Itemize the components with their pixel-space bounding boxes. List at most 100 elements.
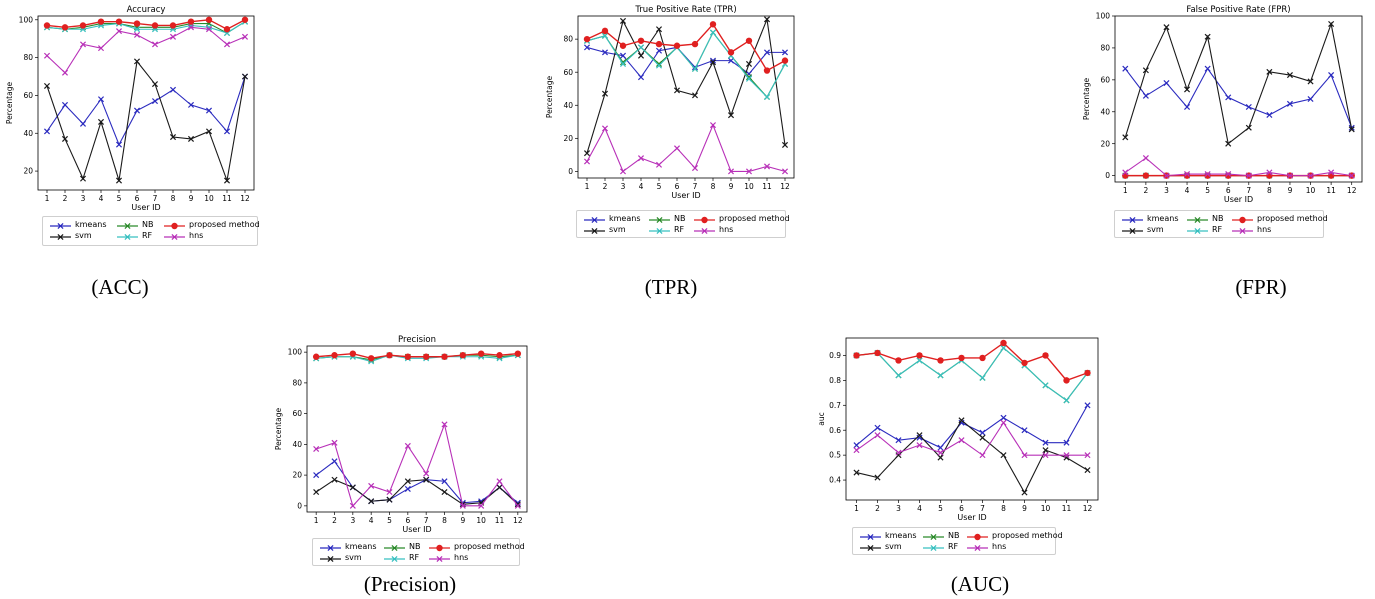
x-tick-label: 7 [424,516,429,525]
legend-label-RF: RF [674,225,685,234]
legend-marker-svm [867,544,874,552]
point-proposed [169,22,177,29]
point-hns [1307,172,1314,179]
point-kmeans [937,444,944,451]
point-hns [874,432,881,439]
legend: kmeans NB proposed method svm RF hns [42,216,260,246]
point-kmeans [637,74,645,81]
series-line-svm [46,60,246,183]
series-line-kmeans [46,76,246,146]
legend-item-proposed: proposed method [693,214,790,225]
legend-swatch-RF [384,555,405,563]
series-hns [313,421,521,509]
legend-marker-NB [124,222,131,230]
legend-item-NB: NB [922,531,982,542]
point-svm [496,484,503,491]
x-tick-label: 6 [1226,186,1231,195]
point-hns [853,447,860,454]
point-proposed [655,40,663,48]
point-kmeans [1307,95,1314,103]
y-axis-label: Percentage [1082,78,1091,121]
point-kmeans [916,434,923,441]
y-tick-label: 100 [19,15,34,24]
point-svm [895,452,902,459]
legend-marker-proposed [974,533,981,541]
point-hns [1122,169,1129,176]
point-kmeans [655,47,663,54]
x-tick-label: 10 [744,182,754,191]
legend-item-svm: svm [319,553,379,564]
legend-label-proposed: proposed method [189,220,260,229]
series-line-RF [856,347,1088,402]
point-proposed [1042,352,1049,359]
x-tick-label: 12 [1347,186,1357,195]
legend-item-NB: NB [648,214,708,225]
point-kmeans [1042,439,1049,446]
y-tick-label: 60 [563,68,573,77]
point-kmeans [727,57,735,64]
point-hns [386,488,393,496]
plot-frame [306,345,528,513]
legend-item-RF: RF [383,553,443,564]
legend-swatch-svm [860,544,881,552]
legend-swatch-svm [50,233,71,241]
point-hns [151,41,159,48]
x-tick-label: 11 [222,194,232,203]
legend-marker-RF [1194,227,1201,235]
point-hns [115,28,123,35]
point-proposed [895,357,902,364]
x-tick-label: 6 [135,194,140,203]
legend-marker-RF [124,233,131,241]
point-hns [169,33,177,40]
point-hns [745,168,753,175]
point-proposed [1000,339,1007,347]
legend-swatch-proposed [967,533,988,541]
point-hns [637,155,645,162]
x-tick-label: 7 [1246,186,1251,195]
point-svm [187,135,195,142]
precision-chart-panel: Precision 1 2 3 4 5 6 7 8 9 10 11 12 0 20 40 60 80 100 User… [270,330,530,570]
legend-marker-proposed [436,544,443,552]
point-kmeans [1142,92,1149,99]
legend-marker-kmeans [57,222,64,230]
point-svm [619,17,627,24]
x-tick-label: 6 [675,182,680,191]
legend-swatch-RF [1187,227,1208,235]
legend-item-hns: hns [163,231,253,242]
x-tick-label: 5 [657,182,662,191]
point-hns [79,41,87,48]
x-axis-label: User ID [671,191,700,200]
x-tick-label: 8 [1001,504,1006,513]
point-hns [1225,170,1232,178]
y-tick-label: 20 [1100,139,1110,148]
legend-item-RF: RF [1186,225,1246,236]
point-svm [727,112,735,119]
point-svm [691,92,699,99]
point-kmeans [763,49,771,56]
point-hns [916,442,923,449]
x-tick-label: 8 [711,182,716,191]
legend-label-NB: NB [409,542,421,551]
point-hns [223,41,231,48]
auc-chart-panel: 1 2 3 4 5 6 7 8 9 10 11 12 0.4 0.5 0.6 0.7 0.8 0.9 User ID… [817,330,1110,570]
legend-swatch-proposed [1232,216,1253,224]
legend-label-NB: NB [142,220,154,229]
legend-swatch-hns [429,555,450,563]
point-hns [1348,172,1355,179]
point-svm [1021,489,1028,496]
legend-label-proposed: proposed method [1257,214,1328,223]
legend-label-hns: hns [189,231,204,240]
series-line-hns [856,421,1088,456]
point-svm [709,59,717,66]
point-RF [1042,382,1049,389]
legend-swatch-svm [320,555,341,563]
x-tick-label: 10 [1306,186,1316,195]
point-kmeans [79,120,87,127]
point-hns [937,449,944,456]
legend-swatch-RF [923,544,944,552]
legend-label-svm: svm [885,542,902,551]
point-svm [349,484,356,491]
point-proposed [1063,377,1070,384]
series-line-svm [315,479,519,505]
